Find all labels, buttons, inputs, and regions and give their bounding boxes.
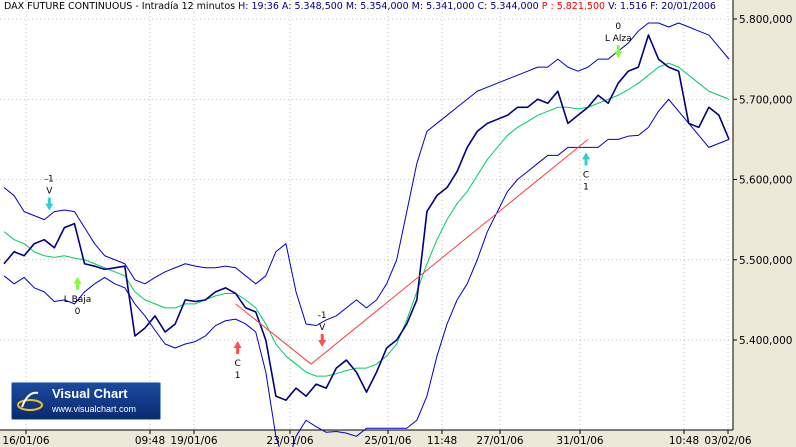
- signal-sub: 1: [235, 371, 241, 381]
- signal-marker: -1 V: [318, 311, 327, 348]
- signal-marker: C1: [582, 152, 591, 192]
- series-layer: [3, 22, 730, 447]
- x-tick-label: 10:48: [669, 435, 699, 447]
- series-line-lower-band: [3, 98, 730, 447]
- x-tick-label: 19/01/06: [170, 435, 217, 447]
- signal-label: -1: [318, 311, 327, 321]
- signal-arrow-stem: [47, 197, 51, 205]
- signal-arrow-down-icon: [614, 51, 623, 59]
- header-close: C: 5.344,000: [477, 1, 539, 12]
- y-tick-label: 5.500,000: [739, 255, 792, 267]
- x-tick-label: 31/01/06: [556, 435, 603, 447]
- y-tick-label: 5.600,000: [739, 175, 792, 187]
- y-tick-label: 5.700,000: [739, 94, 792, 106]
- x-tick-label: 09:48: [135, 435, 165, 447]
- y-tick-label: 5.400,000: [739, 335, 792, 347]
- signal-arrow-up-icon: [73, 276, 82, 284]
- signal-sub: V: [46, 187, 53, 197]
- header-volume: V: 1.516: [608, 1, 648, 12]
- x-tick-label: 23/01/06: [266, 435, 313, 447]
- chart-header: DAX FUTURE CONTINUOUS - Intradía 12 minu…: [0, 0, 754, 14]
- signal-sub: L Alza: [605, 34, 632, 44]
- signal-arrow-up-icon: [233, 340, 242, 348]
- signal-label: C: [583, 170, 589, 180]
- x-tick-label: 27/01/06: [476, 435, 523, 447]
- header-open: A: 5.348,500: [281, 1, 343, 12]
- x-tick-label: 25/01/06: [364, 435, 411, 447]
- signal-sub: V: [319, 323, 326, 333]
- header-time: H: 19:36: [238, 1, 279, 12]
- signal-marker: 0 L Alza: [605, 22, 632, 59]
- signal-label: -1: [45, 175, 54, 185]
- header-high: M: 5.354,000: [345, 1, 409, 12]
- header-date: F: 20/01/2006: [650, 1, 716, 12]
- logo-swoosh-icon: [17, 391, 43, 411]
- chart-title: DAX FUTURE CONTINUOUS - Intradía 12 minu…: [4, 1, 236, 12]
- signal-arrow-stem: [320, 334, 324, 342]
- header-low: M: 5.341,000: [411, 1, 475, 12]
- series-line-price: [3, 34, 730, 401]
- signal-arrow-stem: [236, 346, 240, 354]
- signal-label: 0: [615, 22, 621, 32]
- plot-background: [0, 0, 733, 430]
- header-price: P : 5.821,500: [541, 1, 606, 12]
- signal-arrow-stem: [584, 158, 588, 166]
- trend-line: [235, 138, 589, 365]
- signal-arrow-down-icon: [318, 340, 327, 348]
- signal-label: C: [234, 359, 240, 369]
- signal-marker: -1 V: [45, 175, 54, 211]
- signal-marker: L Baja 0: [64, 276, 92, 317]
- signal-arrow-up-icon: [582, 152, 591, 160]
- y-axis-panel: [733, 0, 796, 430]
- x-axis-panel: [0, 430, 796, 447]
- logo-url: www.visualchart.com: [52, 404, 137, 414]
- signal-sub: 0: [75, 307, 81, 317]
- series-line-upper-band: [3, 22, 730, 327]
- signal-arrow-stem: [616, 45, 620, 53]
- signal-sub: 1: [583, 182, 589, 192]
- x-tick-label: 11:48: [427, 435, 457, 447]
- signal-label: L Baja: [64, 295, 92, 305]
- x-axis-ticks: 16/01/06 09:48 19/01/06 23/01/06 25/01/06 11:…: [2, 430, 752, 447]
- signal-marker: C1: [233, 340, 242, 381]
- signal-arrow-stem: [76, 282, 80, 290]
- y-axis-ticks: 5.800,000 5.700,000 5.600,000 5.500,000 5.40…: [733, 14, 792, 347]
- x-tick-label: 03/02/06: [704, 435, 751, 447]
- x-tick-label: 16/01/06: [2, 435, 49, 447]
- visual-chart-logo: Visual Chart www.visualchart.com: [11, 382, 161, 420]
- series-line-middle-band: [3, 62, 730, 377]
- signal-arrow-down-icon: [45, 203, 54, 211]
- y-tick-label: 5.800,000: [739, 14, 792, 26]
- logo-name: Visual Chart: [52, 386, 128, 401]
